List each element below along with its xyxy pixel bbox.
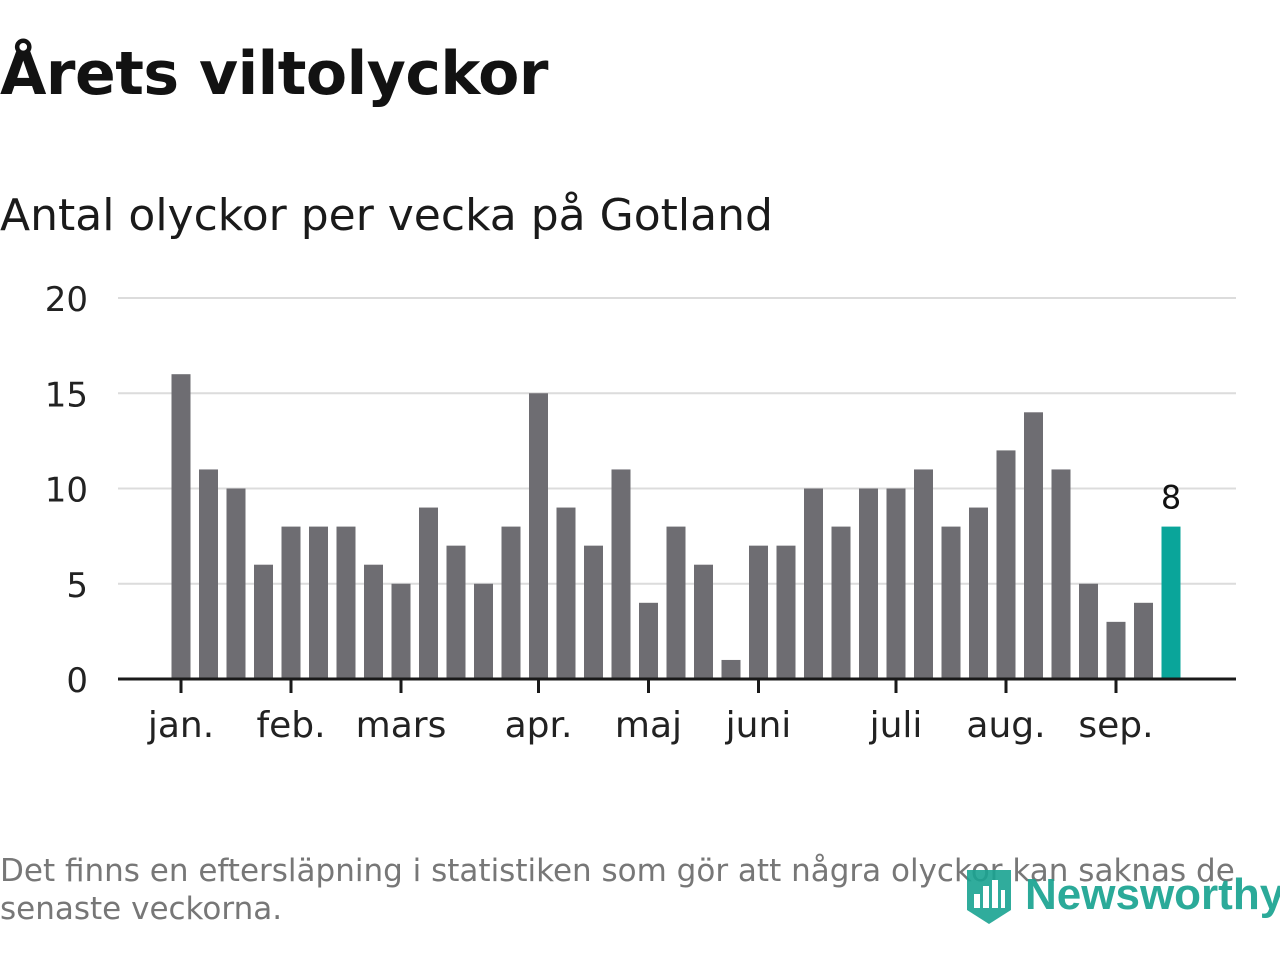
bar — [336, 526, 356, 679]
bar-chart: 0 5 10 15 20 jan. feb. mars apr. maj juni juli aug.… — [45, 280, 1236, 746]
bar — [941, 526, 961, 679]
bar — [831, 526, 851, 679]
y-axis-tick-labels: 0 5 10 15 20 — [45, 280, 88, 701]
bar — [501, 526, 521, 679]
bar — [914, 469, 933, 679]
bar — [639, 602, 658, 679]
x-tick-label: jan. — [147, 705, 214, 746]
y-tick-label: 20 — [45, 280, 88, 320]
bar — [584, 545, 603, 679]
bar — [1051, 469, 1071, 679]
x-axis-tick-labels: jan. feb. mars apr. maj juni juli aug. sep. — [147, 705, 1154, 746]
bar — [446, 545, 466, 679]
bar — [309, 526, 328, 679]
bar — [859, 488, 878, 679]
y-tick-label: 0 — [66, 661, 88, 701]
x-tick-label: juli — [869, 705, 923, 746]
bar — [474, 583, 493, 679]
bar — [226, 488, 246, 679]
chart-title: Årets viltolyckor — [0, 39, 549, 109]
bar — [804, 488, 823, 679]
bar — [254, 564, 273, 679]
bar — [694, 564, 713, 679]
x-tick-label: aug. — [966, 705, 1045, 746]
footnote: Det finns en eftersläpning i statistiken… — [0, 853, 1235, 927]
x-tick-label: juni — [725, 705, 792, 746]
bar — [969, 507, 988, 679]
bar — [364, 564, 383, 679]
bar — [1024, 412, 1043, 679]
highlighted-bar — [1161, 526, 1181, 679]
bar — [776, 545, 796, 679]
bar — [1134, 602, 1153, 679]
y-tick-label: 15 — [45, 375, 88, 415]
bar — [1106, 621, 1126, 679]
bar — [749, 545, 768, 679]
bar — [611, 469, 631, 679]
x-tick-label: mars — [356, 705, 447, 746]
x-tick-label: maj — [615, 705, 682, 746]
bar — [529, 393, 548, 679]
bar — [1079, 583, 1098, 679]
bar — [996, 450, 1016, 679]
x-tick-label: apr. — [505, 705, 573, 746]
brand-logo: Newsworthy — [963, 862, 1280, 928]
bar — [556, 507, 576, 679]
annotations: 8 — [1161, 479, 1181, 517]
x-tick-label: feb. — [256, 705, 325, 746]
bar — [171, 374, 191, 679]
bar — [721, 659, 741, 679]
chart-subtitle: Antal olyckor per vecka på Gotland — [0, 190, 773, 241]
bar-chart-logo-icon — [967, 870, 1011, 924]
x-axis — [118, 677, 1236, 693]
y-tick-label: 5 — [66, 566, 88, 606]
bar — [391, 583, 411, 679]
bar — [419, 507, 438, 679]
bar — [666, 526, 686, 679]
y-tick-label: 10 — [45, 471, 88, 511]
bar — [199, 469, 218, 679]
bar — [281, 526, 301, 679]
bars — [171, 374, 1181, 679]
x-tick-label: sep. — [1078, 705, 1153, 746]
brand-name: Newsworthy — [1025, 870, 1280, 919]
data-label: 8 — [1161, 479, 1181, 517]
bar — [886, 488, 906, 679]
